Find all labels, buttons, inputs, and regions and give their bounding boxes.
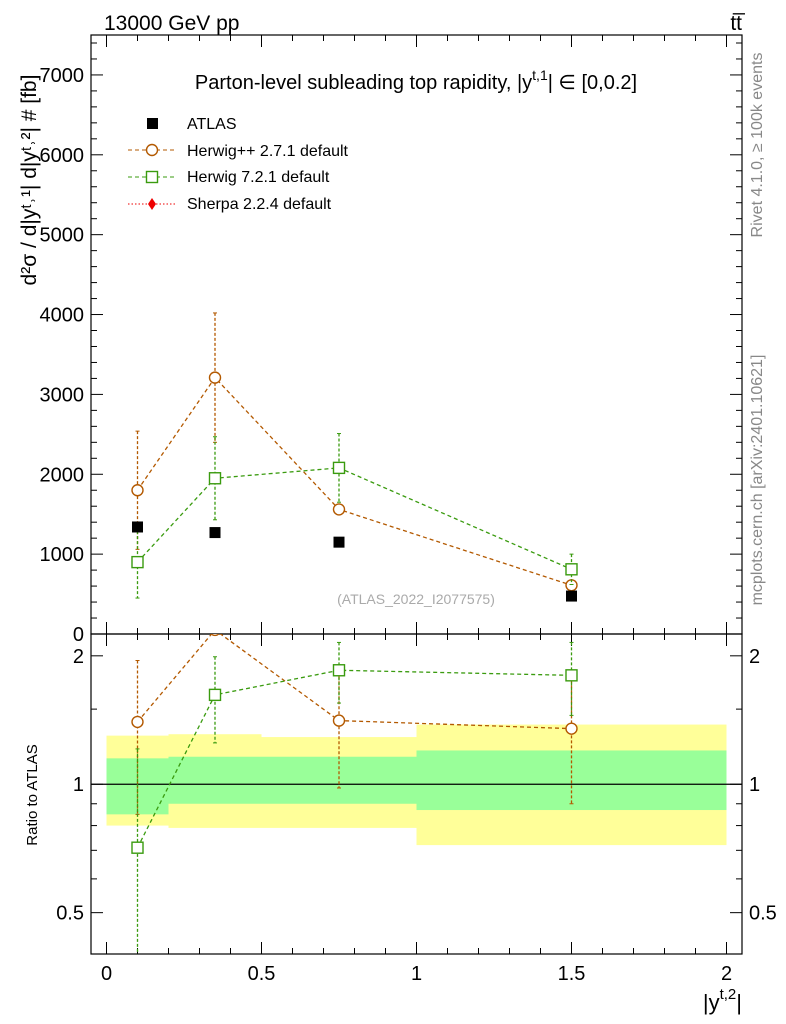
series-point-1 (131, 555, 144, 569)
legend-label-herwigpp: Herwig++ 2.7.1 default (187, 143, 349, 160)
y-tick-label: 6000 (40, 145, 85, 167)
ratio-axis-label: Ratio to ATLAS (24, 744, 41, 845)
ratio-point-1 (332, 664, 346, 677)
ratio-band-inner (261, 756, 417, 804)
ratio-tick-label-right: 2 (749, 646, 760, 668)
series-point-1 (565, 563, 578, 576)
header-process: tt̅ (730, 12, 746, 35)
ratio-line-0 (137, 634, 572, 730)
ratio-tick-label: 0.5 (56, 903, 84, 925)
rivet-version-label: Rivet 4.1.0, ≥ 100k events (749, 53, 766, 238)
ratio-bands (106, 724, 727, 846)
x-tick-label: 1 (411, 963, 422, 985)
ratio-point-0 (332, 714, 346, 727)
legend-label-sherpa: Sherpa 2.2.4 default (187, 196, 332, 213)
ratio-tick-label: 1 (73, 774, 84, 796)
header-energy: 13000 GeV pp (104, 12, 239, 35)
series-point-1 (208, 472, 222, 485)
series-point-0 (332, 503, 346, 516)
main-series (131, 312, 578, 602)
y-tick-label: 4000 (40, 305, 85, 327)
ratio-point-1 (131, 841, 144, 854)
series-point-1 (332, 461, 346, 475)
ratio-tick-label-right: 0.5 (749, 903, 777, 925)
chart-title: Parton-level subleading top rapidity, |y… (195, 67, 637, 94)
legend-marker-atlas (147, 118, 158, 129)
series-line-0 (136, 376, 572, 586)
ratio-line-1 (136, 669, 572, 848)
legend-marker-herwig7 (145, 170, 159, 184)
atlas-point (566, 590, 577, 602)
series-layer (131, 312, 578, 954)
y-tick-label: 1000 (40, 544, 85, 566)
atlas-point (333, 536, 345, 548)
ratio-point-0 (210, 634, 220, 637)
legend-marker-sherpa (148, 198, 156, 210)
legend-label-herwig7: Herwig 7.2.1 default (187, 169, 330, 186)
x-tick-label: 0 (101, 963, 112, 985)
x-axis-label: |yt,2| (703, 986, 742, 1015)
ratio-point-0 (565, 722, 578, 735)
y-tick-label: 0 (73, 624, 84, 646)
ratio-band-inner (168, 756, 262, 804)
analysis-watermark: (ATLAS_2022_I2077575) (337, 591, 495, 607)
axes: 0 0.5 1 1.5 2010002000300040005000600070000.… (40, 35, 777, 985)
series-point-0 (208, 371, 222, 384)
atlas-point (209, 527, 221, 539)
legend: ATLAS Herwig++ 2.7.1 default Herwig 7.2.… (128, 116, 349, 213)
y-tick-label: 5000 (40, 225, 85, 247)
ratio-point-1 (565, 669, 578, 682)
series-line-1 (137, 467, 572, 570)
ratio-series (131, 634, 578, 954)
ratio-point-1 (208, 688, 222, 702)
x-tick-label: 2 (721, 963, 732, 985)
series-point-0 (131, 484, 144, 497)
y-tick-label: 3000 (40, 384, 85, 406)
atlas-point (132, 521, 143, 533)
legend-label-atlas: ATLAS (187, 116, 237, 133)
ratio-tick-label-right: 1 (749, 774, 760, 796)
y-axis-label: d²σ / d|yᵗ˒¹| d|yᵗ˒²| # [fb] (18, 75, 41, 286)
legend-marker-herwigpp (145, 143, 159, 157)
x-tick-label: 0.5 (248, 963, 276, 985)
source-label: mcplots.cern.ch [arXiv:2401.10621] (749, 355, 766, 606)
x-tick-label: 1.5 (558, 963, 586, 985)
y-tick-label: 2000 (40, 464, 85, 486)
y-tick-label: 7000 (40, 65, 85, 87)
ratio-point-0 (131, 715, 144, 729)
ratio-tick-label: 2 (73, 646, 84, 668)
